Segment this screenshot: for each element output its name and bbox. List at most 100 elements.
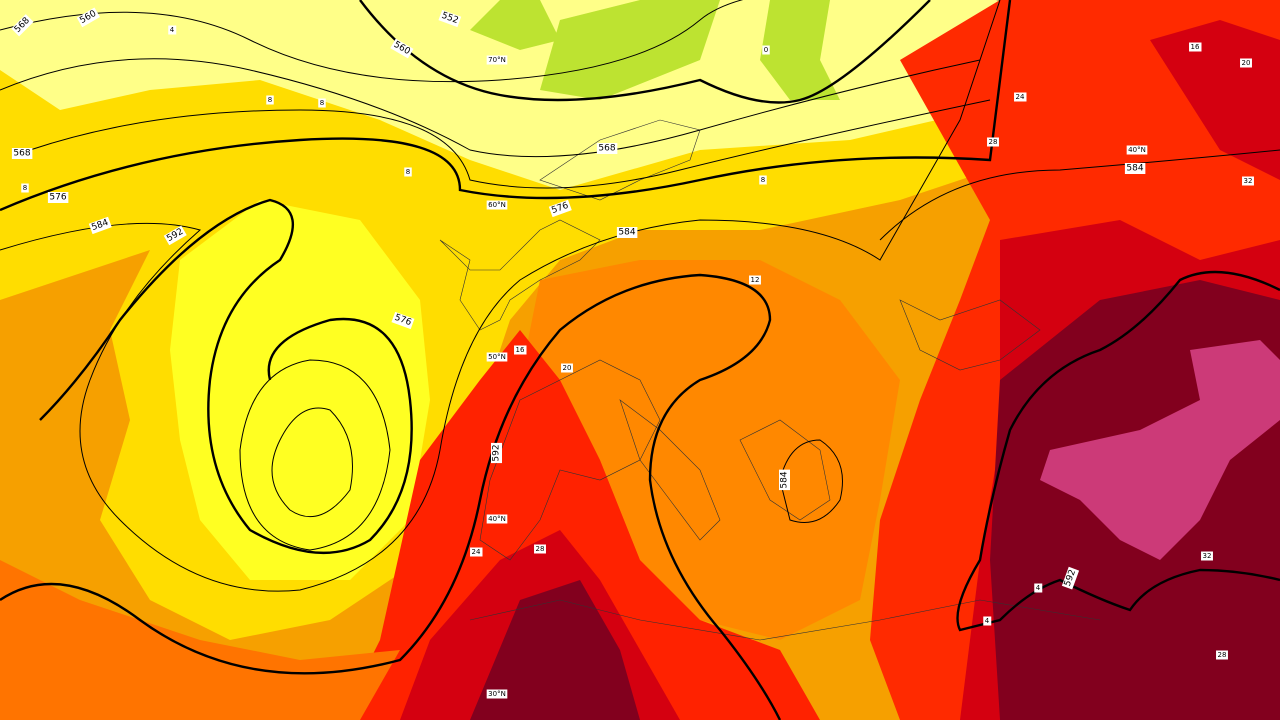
temperature-label: 32 bbox=[1242, 176, 1254, 186]
temperature-label-box bbox=[561, 363, 573, 373]
temperature-label-text: 8 bbox=[406, 168, 410, 176]
temperature-label: 32 bbox=[1201, 551, 1213, 561]
height-label-box bbox=[11, 14, 34, 37]
height-label-text: 576 bbox=[49, 193, 66, 203]
temperature-label: 12 bbox=[749, 275, 761, 285]
temperature-label-text: 16 bbox=[1191, 43, 1200, 51]
height-label-box bbox=[779, 469, 790, 491]
height-label-text: 568 bbox=[13, 149, 30, 159]
latitude-label-box bbox=[1126, 145, 1148, 155]
height-label-text: 584 bbox=[1126, 164, 1143, 174]
height-label-box bbox=[390, 38, 414, 59]
temperature-label-box bbox=[983, 616, 992, 626]
height-label-box bbox=[47, 192, 69, 203]
height-label: 568 bbox=[596, 143, 618, 154]
temperature-label: 16 bbox=[514, 345, 527, 355]
temperature-label-box bbox=[987, 137, 999, 147]
height-label-box bbox=[438, 9, 462, 28]
temperature-label: 24 bbox=[1014, 92, 1027, 102]
height-label: 576 bbox=[47, 192, 69, 203]
temperature-label-box bbox=[534, 544, 546, 554]
temperature-label-text: 0 bbox=[764, 46, 768, 54]
temperature-label-box bbox=[470, 547, 483, 557]
height-label-box bbox=[163, 225, 187, 246]
height-label-box bbox=[596, 143, 618, 154]
latitude-label-text: 30°N bbox=[488, 690, 506, 698]
latitude-label: 30°N bbox=[486, 689, 508, 699]
height-label-text: 568 bbox=[598, 144, 615, 154]
temperature-label-text: 12 bbox=[751, 276, 760, 284]
latitude-label-text: 40°N bbox=[1128, 146, 1146, 154]
latitude-label-text: 50°N bbox=[488, 353, 506, 361]
coastlines bbox=[439, 119, 1101, 641]
temperature-label-text: 16 bbox=[516, 346, 525, 354]
temperature-label-box bbox=[762, 45, 770, 55]
latitude-label-text: 40°N bbox=[488, 515, 506, 523]
height-label-box bbox=[11, 148, 33, 159]
latitude-label: 70°N bbox=[486, 55, 508, 65]
temperature-label-box bbox=[1242, 176, 1254, 186]
height-label: 592 bbox=[491, 442, 502, 464]
temperature-label: 8 bbox=[318, 98, 326, 108]
temperature-label-box bbox=[404, 167, 412, 177]
temperature-label: 8 bbox=[759, 175, 767, 185]
temperature-label-text: 8 bbox=[23, 184, 27, 192]
temperature-label-text: 20 bbox=[1242, 59, 1251, 67]
temperature-label-box bbox=[514, 345, 527, 355]
temperature-label-text: 28 bbox=[989, 138, 998, 146]
latitude-label-box bbox=[486, 200, 508, 210]
temperature-label-text: 24 bbox=[1016, 93, 1025, 101]
height-label-box bbox=[616, 227, 638, 238]
height-label-box bbox=[76, 7, 100, 28]
temperature-label-text: 8 bbox=[761, 176, 765, 184]
temperature-label: 4 bbox=[983, 616, 992, 626]
height-label: 584 bbox=[616, 227, 638, 238]
temperature-label-box bbox=[759, 175, 767, 185]
temperature-label-box bbox=[1240, 58, 1252, 68]
latitude-label-box bbox=[486, 55, 508, 65]
temperature-label-box bbox=[749, 275, 761, 285]
latitude-label: 40°N bbox=[486, 514, 508, 524]
latitude-label-box bbox=[486, 689, 508, 699]
temperature-label: 28 bbox=[534, 544, 546, 554]
temperature-label-text: 32 bbox=[1203, 552, 1212, 560]
temperature-label: 4 bbox=[1034, 583, 1043, 593]
height-label: 592 bbox=[1061, 566, 1080, 590]
temperature-label-text: 8 bbox=[320, 99, 324, 107]
height-label: 576 bbox=[391, 311, 415, 330]
temperature-label: 4 bbox=[168, 25, 177, 35]
temperature-label: 0 bbox=[762, 45, 770, 55]
height-label-box bbox=[548, 199, 572, 218]
height-label: 576 bbox=[548, 199, 572, 218]
height-label: 584 bbox=[88, 216, 112, 235]
height-label-box bbox=[1061, 566, 1080, 590]
temperature-label-text: 8 bbox=[268, 96, 272, 104]
height-label-box bbox=[1124, 163, 1146, 174]
temperature-label-text: 4 bbox=[1036, 584, 1041, 592]
latitude-label-box bbox=[486, 352, 508, 362]
latitude-label-box bbox=[486, 514, 508, 524]
temperature-label-box bbox=[1201, 551, 1213, 561]
latitude-label: 60°N bbox=[486, 200, 508, 210]
latitude-label-text: 70°N bbox=[488, 56, 506, 64]
temperature-label: 24 bbox=[470, 547, 483, 557]
height-label: 552 bbox=[438, 9, 462, 28]
temperature-label: 16 bbox=[1189, 42, 1202, 52]
latitude-label: 50°N bbox=[486, 352, 508, 362]
temperature-label-box bbox=[1034, 583, 1043, 593]
temperature-label-box bbox=[1216, 650, 1228, 660]
temperature-label-box bbox=[318, 98, 326, 108]
height-label-box bbox=[391, 311, 415, 330]
height-label-box bbox=[491, 442, 502, 464]
latitude-label: 40°N bbox=[1126, 145, 1148, 155]
temperature-label-box bbox=[1014, 92, 1027, 102]
temperature-label-text: 20 bbox=[563, 364, 572, 372]
height-label-text: 584 bbox=[618, 228, 635, 238]
height-label-text: 592 bbox=[492, 444, 502, 461]
temperature-label: 8 bbox=[404, 167, 412, 177]
height-label-text: 584 bbox=[780, 471, 790, 488]
height-label-box bbox=[88, 216, 112, 235]
temperature-label-text: 32 bbox=[1244, 177, 1253, 185]
temperature-label-text: 4 bbox=[170, 26, 175, 34]
